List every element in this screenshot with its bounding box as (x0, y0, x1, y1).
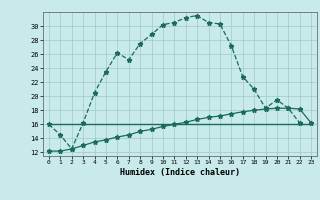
X-axis label: Humidex (Indice chaleur): Humidex (Indice chaleur) (120, 168, 240, 177)
